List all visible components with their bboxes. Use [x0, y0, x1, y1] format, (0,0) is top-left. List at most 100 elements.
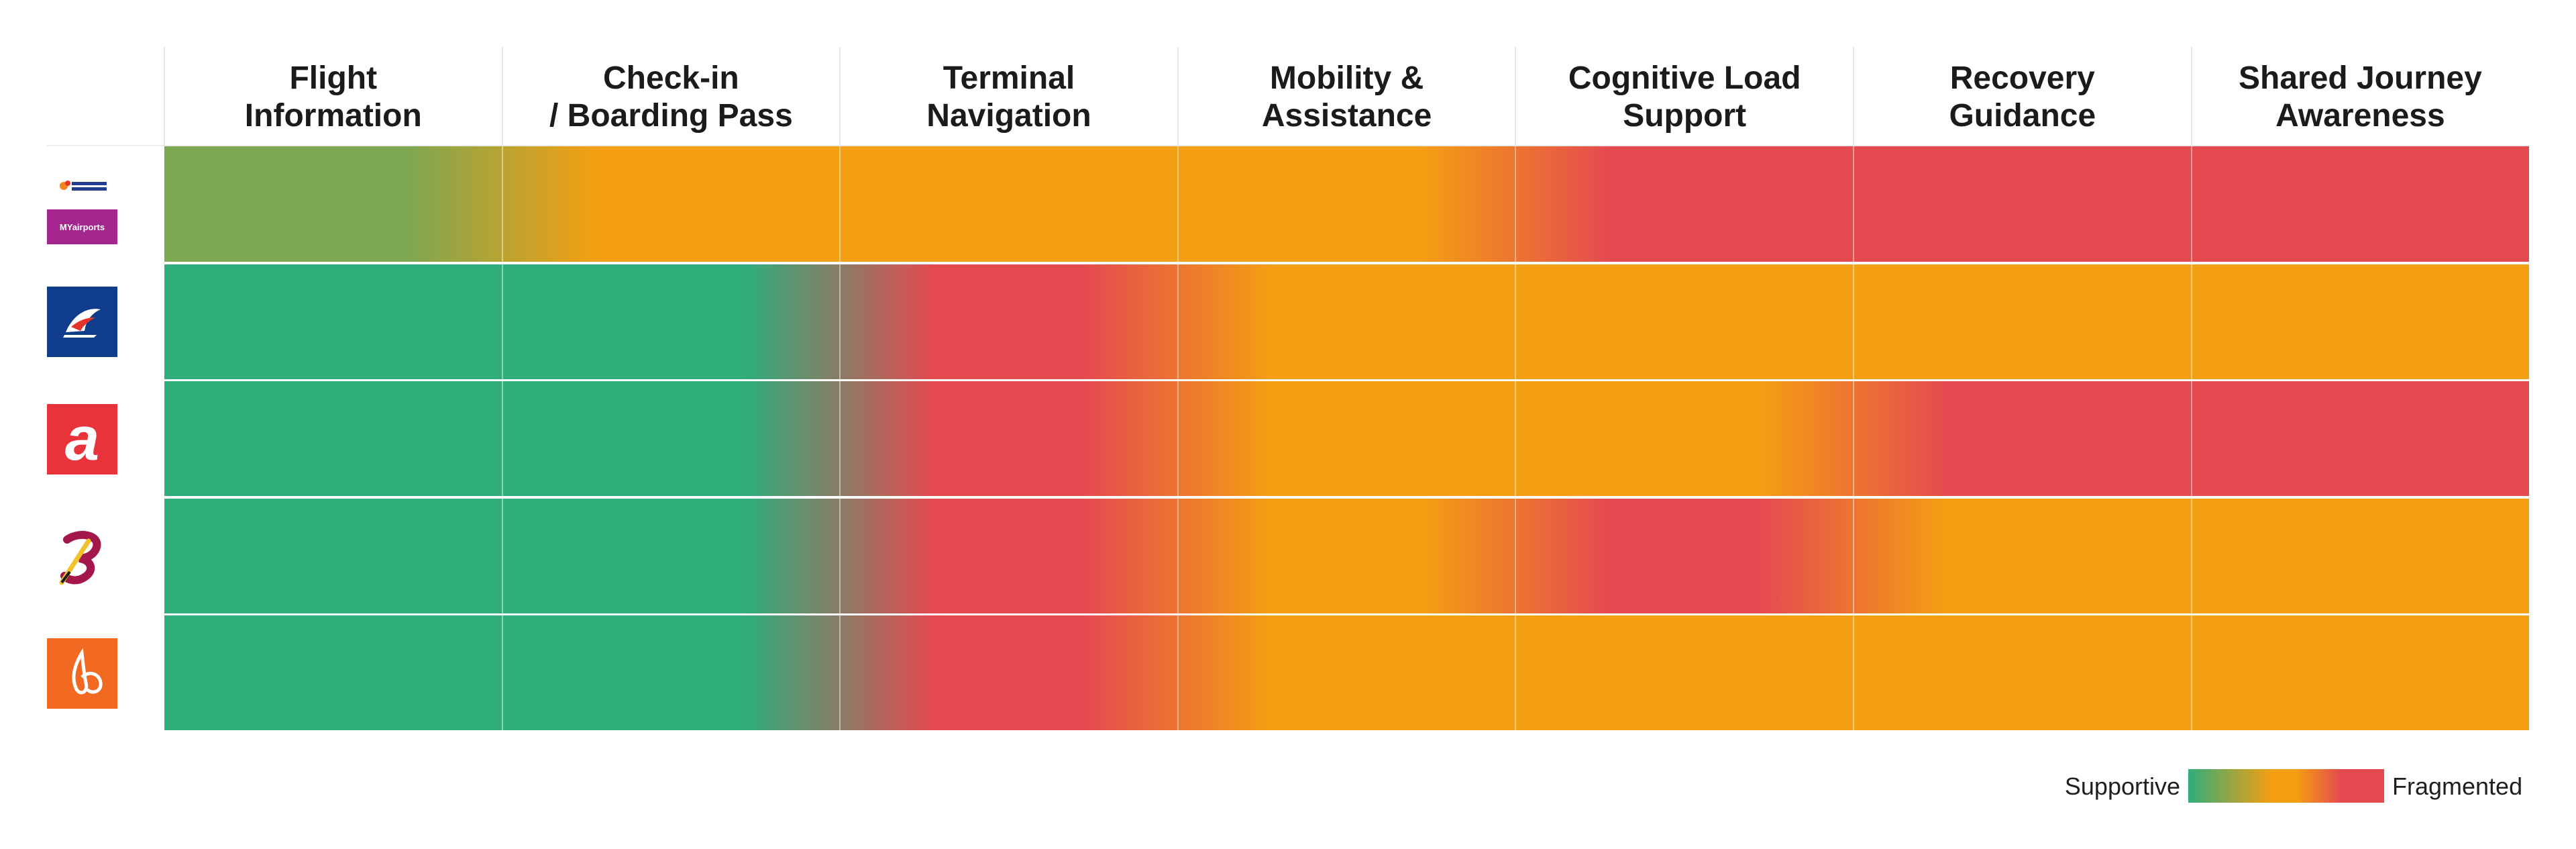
- heatmap-cell: [1515, 381, 1854, 496]
- column-header-3: Terminal Navigation: [926, 60, 1091, 134]
- legend-max-label: Fragmented: [2392, 772, 2523, 800]
- heatmap-cell: [1178, 264, 1516, 379]
- heatmap-cell: [502, 615, 841, 730]
- heatmap-cell: [2192, 498, 2530, 613]
- cell-divider: [501, 381, 503, 496]
- cell-divider: [1853, 497, 1854, 613]
- heatmap-cell: [1854, 146, 2192, 262]
- heatmap-cell: [1854, 615, 2192, 730]
- cell-divider: [1853, 381, 1854, 496]
- cell-divider: [2190, 381, 2192, 496]
- heatmap-cell: [164, 615, 502, 730]
- cell-divider: [839, 146, 841, 262]
- heatmap-cell: [1178, 615, 1516, 730]
- cell-divider: [1853, 146, 1854, 262]
- cell-divider: [2190, 146, 2192, 262]
- column-divider: [1177, 47, 1179, 146]
- column-header-4: Mobility & Assistance: [1261, 60, 1432, 134]
- heatmap-cell: [502, 381, 841, 496]
- heatmap-cell: [502, 498, 841, 613]
- cell-divider: [501, 497, 503, 613]
- cell-divider: [1177, 146, 1179, 262]
- heatmap-cell: [1854, 381, 2192, 496]
- cell-divider: [1177, 497, 1179, 613]
- cell-divider: [1177, 615, 1179, 730]
- column-header-1: Flight Information: [244, 60, 422, 134]
- cell-divider: [1515, 497, 1517, 613]
- cell-divider: [2190, 497, 2192, 613]
- column-divider: [839, 47, 841, 146]
- heatmap-cell: [1515, 264, 1854, 379]
- heatmap-cell: [1854, 264, 2192, 379]
- heatmap-row-2: [164, 263, 2530, 379]
- malaysia-airports-wordmark: [47, 173, 117, 203]
- cell-divider: [501, 263, 503, 379]
- cell-divider: [501, 615, 503, 730]
- heatmap-cell: [1515, 615, 1854, 730]
- heatmap-cell: [502, 146, 841, 262]
- legend-gradient-bar: [2188, 769, 2384, 803]
- cell-divider: [1515, 146, 1517, 262]
- heatmap-cell: [164, 381, 502, 496]
- column-header-7: Shared Journey Awareness: [2238, 60, 2482, 134]
- heatmap-cell: [840, 381, 1178, 496]
- column-divider: [164, 47, 165, 146]
- airasia-logo: a: [47, 403, 117, 475]
- column-header-5: Cognitive Load Support: [1568, 60, 1801, 134]
- airasia-logo-letter: a: [64, 405, 100, 474]
- batik-air-logo: [47, 521, 117, 591]
- heatmap-cell: [1854, 498, 2192, 613]
- cell-divider: [839, 497, 841, 613]
- myairports-wordmark: MYairports: [47, 209, 117, 244]
- cell-divider: [839, 263, 841, 379]
- column-divider: [1515, 47, 1517, 146]
- heatmap-cell: [164, 498, 502, 613]
- heatmap-cell: [1178, 146, 1516, 262]
- heatmap-cell: [2192, 264, 2530, 379]
- header-rule: [47, 145, 2529, 146]
- heatmap-cell: [840, 264, 1178, 379]
- heatmap-row-3: [164, 381, 2529, 496]
- firefly-logo: [47, 638, 117, 709]
- heatmap-cell: [840, 146, 1178, 262]
- column-divider: [501, 47, 503, 146]
- heatmap-cell: [2192, 381, 2530, 496]
- column-divider: [1853, 47, 1854, 146]
- row-separator: [47, 496, 2529, 499]
- heatmap-cell: [840, 615, 1178, 730]
- heatmap-cell: [164, 146, 502, 262]
- malaysia-airlines-logo: [47, 287, 117, 358]
- cell-divider: [1853, 615, 1854, 730]
- cell-divider: [2190, 615, 2192, 730]
- heatmap-cell: [2192, 146, 2530, 262]
- cell-divider: [1853, 263, 1854, 379]
- heatmap-cell: [502, 264, 841, 379]
- heatmap-cell: [1515, 498, 1854, 613]
- cell-divider: [839, 615, 841, 730]
- heatmap-row-4: [164, 497, 2530, 613]
- cell-divider: [1515, 263, 1517, 379]
- column-header-6: Recovery Guidance: [1949, 60, 2096, 134]
- legend-min-label: Supportive: [2064, 772, 2180, 800]
- cell-divider: [1515, 615, 1517, 730]
- cell-divider: [2190, 263, 2192, 379]
- cell-divider: [1515, 381, 1517, 496]
- cell-divider: [839, 381, 841, 496]
- cell-divider: [501, 146, 503, 262]
- heatmap-cell: [1178, 498, 1516, 613]
- heatmap-row-5: [164, 615, 2529, 730]
- row-separator: [47, 613, 2529, 615]
- cell-divider: [1177, 381, 1179, 496]
- heatmap-cell: [164, 264, 502, 379]
- row-separator: [47, 262, 2529, 264]
- column-divider: [2190, 47, 2192, 146]
- heatmap-cell: [2192, 615, 2530, 730]
- heatmap-cell: [840, 498, 1178, 613]
- cell-divider: [1177, 263, 1179, 379]
- heatmap-row-1: [164, 146, 2529, 262]
- column-header-2: Check-in / Boarding Pass: [549, 60, 793, 134]
- heatmap-cell: [1178, 381, 1516, 496]
- heatmap-cell: [1515, 146, 1854, 262]
- malaysia-airports-logo: MYairports: [47, 173, 117, 244]
